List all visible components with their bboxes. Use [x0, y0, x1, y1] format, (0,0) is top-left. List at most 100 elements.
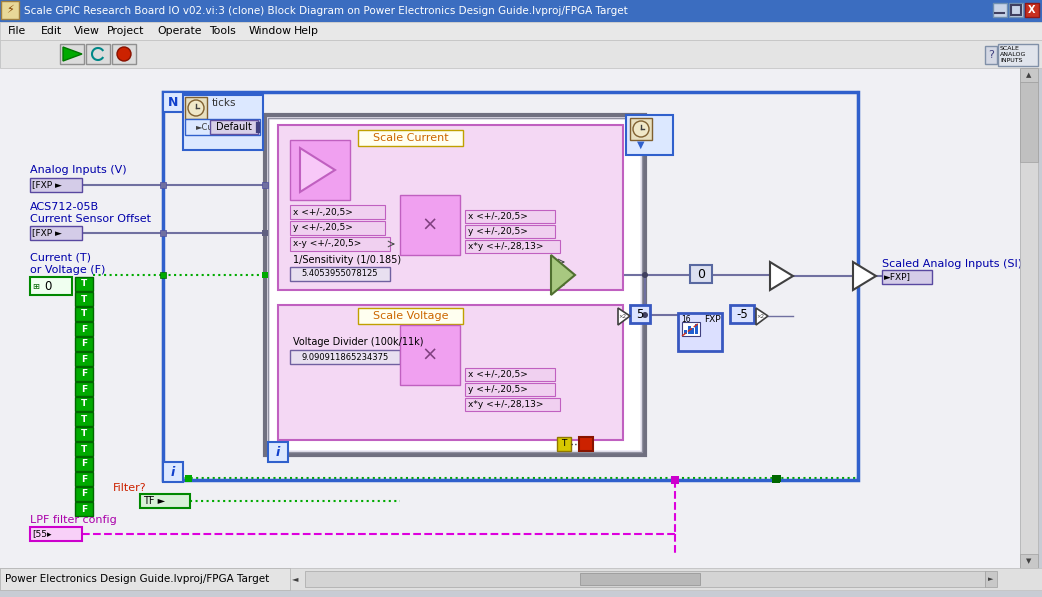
Text: T: T [81, 429, 88, 439]
Bar [557, 437, 571, 451]
Text: ▼: ▼ [1026, 558, 1032, 564]
Bar [0, 22, 1042, 40]
Bar [998, 44, 1038, 66]
Bar [185, 119, 260, 135]
Bar [75, 427, 93, 441]
Text: [55▸: [55▸ [32, 530, 51, 538]
Bar [185, 97, 207, 119]
Text: x <+/-,20,5>: x <+/-,20,5> [468, 212, 528, 221]
Bar [75, 412, 93, 426]
Text: Scaled Analog Inputs (SI): Scaled Analog Inputs (SI) [882, 259, 1022, 269]
Bar [75, 382, 93, 396]
Bar [75, 292, 93, 306]
Text: View: View [74, 26, 99, 36]
Text: INPUTS: INPUTS [1000, 59, 1022, 63]
Text: Operate: Operate [157, 26, 202, 36]
Bar [1020, 554, 1038, 568]
Bar [400, 195, 460, 255]
Text: FXP: FXP [704, 315, 721, 325]
Text: T: T [81, 309, 88, 319]
Text: Tools: Tools [209, 26, 235, 36]
Circle shape [632, 121, 649, 137]
Bar [730, 305, 754, 323]
Bar [305, 571, 985, 587]
Bar [671, 476, 679, 484]
Bar [882, 270, 932, 284]
Text: ►Cu: ►Cu [196, 122, 214, 131]
Text: File: File [8, 26, 26, 36]
Bar [75, 397, 93, 411]
Bar [695, 324, 697, 334]
Text: 5: 5 [637, 307, 644, 321]
Circle shape [642, 312, 648, 318]
Bar [75, 367, 93, 381]
Bar [358, 308, 463, 324]
Text: y <+/-,20,5>: y <+/-,20,5> [293, 223, 353, 232]
Bar [630, 305, 650, 323]
Text: ×2: ×2 [755, 313, 764, 319]
Text: T: T [81, 414, 88, 423]
Text: ×2: ×2 [618, 313, 626, 319]
Text: X: X [1028, 5, 1036, 15]
Text: 16: 16 [681, 315, 691, 325]
Bar [465, 225, 555, 238]
Bar [111, 44, 137, 64]
Bar [688, 326, 691, 334]
Text: x*y <+/-,28,13>: x*y <+/-,28,13> [468, 400, 544, 409]
Bar [1009, 3, 1023, 17]
Text: ◄: ◄ [292, 574, 298, 583]
Circle shape [188, 100, 204, 116]
Text: [FXP ►: [FXP ► [32, 180, 61, 189]
Bar [1025, 3, 1039, 17]
Circle shape [642, 272, 648, 278]
Text: i: i [276, 445, 280, 458]
Bar [465, 210, 555, 223]
Text: F: F [81, 355, 88, 364]
Bar [278, 305, 623, 440]
Bar [75, 502, 93, 516]
Bar [75, 472, 93, 486]
Bar [183, 95, 263, 150]
Text: F: F [81, 325, 88, 334]
Text: Scale Current: Scale Current [373, 133, 449, 143]
Polygon shape [551, 255, 575, 295]
Bar [268, 442, 288, 462]
Text: ×: × [422, 216, 439, 235]
Text: F: F [81, 370, 88, 378]
Text: Filter?: Filter? [113, 483, 147, 493]
Bar [1020, 68, 1038, 82]
Bar [290, 237, 390, 251]
Text: ▲: ▲ [1026, 72, 1032, 78]
Bar [160, 272, 166, 278]
Text: T: T [81, 294, 88, 303]
Bar [290, 140, 350, 200]
Text: F: F [81, 475, 88, 484]
Bar [774, 475, 782, 482]
Bar [0, 568, 290, 590]
Bar [30, 527, 82, 541]
Bar [993, 3, 1007, 17]
Text: Project: Project [106, 26, 144, 36]
Text: x <+/-,20,5>: x <+/-,20,5> [293, 208, 353, 217]
Bar [465, 383, 555, 396]
Text: ▌: ▌ [254, 121, 264, 133]
Polygon shape [618, 308, 630, 325]
Text: or Voltage (F): or Voltage (F) [30, 265, 105, 275]
Bar [690, 265, 712, 283]
Text: F: F [81, 460, 88, 469]
Bar [290, 267, 390, 281]
Text: 5.4053955078125: 5.4053955078125 [302, 269, 378, 278]
Bar [75, 352, 93, 366]
Bar [86, 44, 110, 64]
Text: 0: 0 [45, 279, 52, 293]
Bar [210, 120, 258, 134]
Bar [0, 40, 1042, 68]
Text: ▼: ▼ [638, 140, 645, 150]
Text: Power Electronics Design Guide.lvproj/FPGA Target: Power Electronics Design Guide.lvproj/FP… [5, 574, 269, 584]
Text: ⊞: ⊞ [32, 282, 39, 291]
Bar [160, 182, 166, 188]
Text: [FXP ►: [FXP ► [32, 229, 61, 238]
Bar [985, 46, 997, 64]
Bar [626, 115, 673, 155]
Text: Help: Help [294, 26, 319, 36]
